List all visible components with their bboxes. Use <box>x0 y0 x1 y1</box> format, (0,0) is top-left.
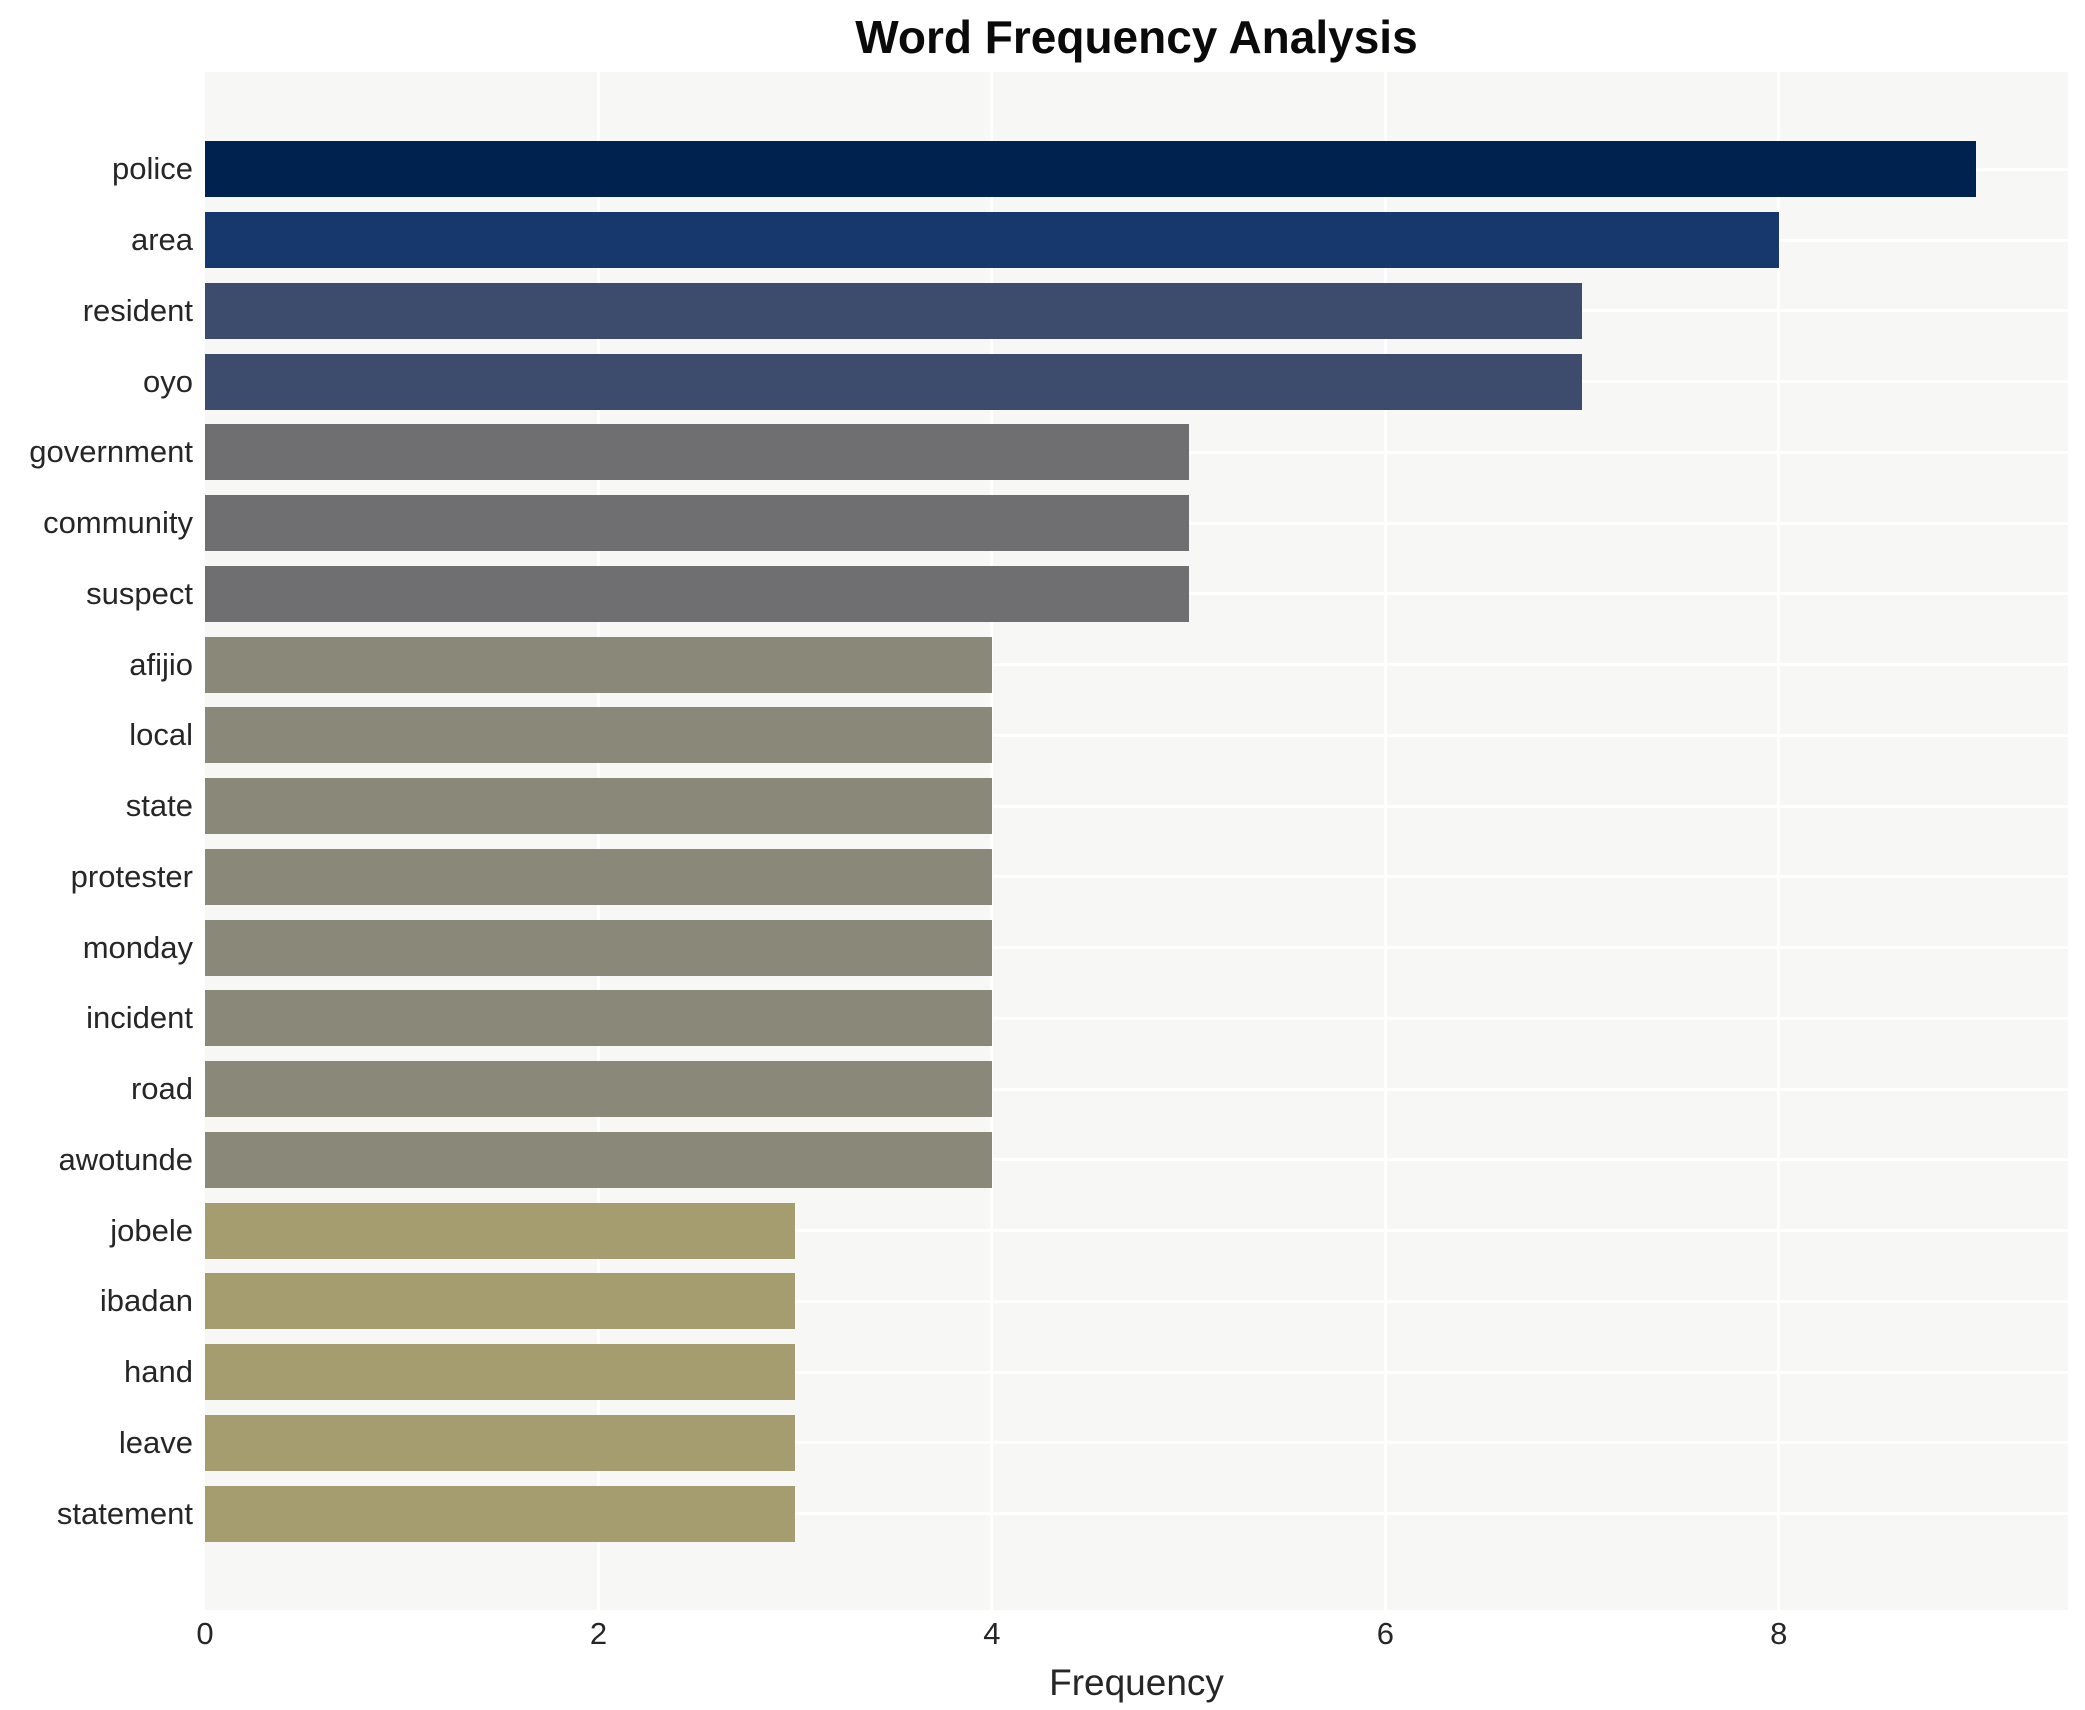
bar-row: leave <box>0 1408 2085 1479</box>
h-gridline <box>205 733 2068 737</box>
y-tick-label: awotunde <box>58 1141 193 1177</box>
bar-local <box>205 707 992 764</box>
v-gridline <box>1777 72 1781 1610</box>
bar-hand <box>205 1344 796 1401</box>
bar-row: incident <box>0 983 2085 1054</box>
y-tick-label: protester <box>70 858 193 894</box>
bar-resident <box>205 282 1583 339</box>
y-tick-label: state <box>125 788 193 824</box>
h-gridline <box>205 1441 2068 1445</box>
x-tick-label: 4 <box>983 1616 1001 1651</box>
y-tick-label: hand <box>124 1354 193 1390</box>
bar-suspect <box>205 565 1189 622</box>
bar-row: resident <box>0 276 2085 347</box>
h-gridline <box>205 1016 2068 1020</box>
bar-row: community <box>0 488 2085 559</box>
bar-row: afijio <box>0 629 2085 700</box>
bar-statement <box>205 1485 796 1542</box>
v-gridline <box>596 72 600 1610</box>
h-gridline <box>205 1229 2068 1233</box>
bar-row: police <box>0 134 2085 205</box>
y-tick-label: statement <box>56 1495 193 1531</box>
h-gridline <box>205 1512 2068 1516</box>
bar-row: oyo <box>0 346 2085 417</box>
chart-title: Word Frequency Analysis <box>855 11 1418 63</box>
bar-afijio <box>205 636 992 693</box>
y-tick-label: resident <box>82 292 193 328</box>
h-gridline <box>205 946 2068 950</box>
bar-protester <box>205 848 992 905</box>
y-tick-label: jobele <box>110 1212 193 1248</box>
bar-incident <box>205 990 992 1047</box>
bar-row: jobele <box>0 1195 2085 1266</box>
y-tick-label: area <box>130 222 193 258</box>
x-tick-label: 2 <box>589 1616 608 1651</box>
h-gridline <box>205 1087 2068 1091</box>
y-tick-label: police <box>112 151 193 187</box>
bar-row: protester <box>0 842 2085 913</box>
bar-row: monday <box>0 912 2085 983</box>
x-axis: 0 2 4 6 8 <box>0 1616 2085 1656</box>
bar-row: state <box>0 771 2085 842</box>
bar-police <box>205 141 1976 198</box>
y-tick-label: ibadan <box>99 1283 193 1319</box>
bar-ibadan <box>205 1273 796 1330</box>
bar-row: government <box>0 417 2085 488</box>
bar-row: ibadan <box>0 1266 2085 1337</box>
y-tick-label: government <box>29 434 193 470</box>
y-tick-label: monday <box>82 929 193 965</box>
bars-region: police area resident oyo government community… <box>0 134 2085 1549</box>
h-gridline <box>205 1370 2068 1374</box>
bar-row: hand <box>0 1337 2085 1408</box>
bar-awotunde <box>205 1131 992 1188</box>
bar-leave <box>205 1414 796 1471</box>
bar-road <box>205 1061 992 1118</box>
x-tick-label: 8 <box>1770 1616 1788 1651</box>
bar-state <box>205 778 992 835</box>
bar-row: area <box>0 205 2085 276</box>
bar-row: suspect <box>0 559 2085 630</box>
h-gridline <box>205 875 2068 879</box>
y-tick-label: local <box>129 717 193 753</box>
h-gridline <box>205 663 2068 667</box>
h-gridline <box>205 1299 2068 1303</box>
y-tick-label: suspect <box>86 575 193 611</box>
y-tick-label: community <box>43 505 193 541</box>
x-tick-label: 0 <box>196 1616 214 1651</box>
y-tick-label: incident <box>86 1000 193 1036</box>
bar-row: local <box>0 700 2085 771</box>
v-gridline <box>990 72 994 1610</box>
h-gridline <box>205 1158 2068 1162</box>
bar-government <box>205 424 1189 481</box>
y-tick-label: afijio <box>129 646 193 682</box>
x-axis-label: Frequency <box>1049 1662 1224 1703</box>
bar-row: statement <box>0 1478 2085 1549</box>
x-tick-label: 6 <box>1376 1616 1394 1651</box>
y-tick-label: leave <box>118 1424 193 1460</box>
y-tick-label: road <box>130 1071 193 1107</box>
bar-row: awotunde <box>0 1125 2085 1196</box>
bar-jobele <box>205 1202 796 1259</box>
v-gridline <box>1383 72 1387 1610</box>
bar-oyo <box>205 353 1583 410</box>
h-gridline <box>205 804 2068 808</box>
bar-area <box>205 212 1779 269</box>
y-tick-label: oyo <box>143 363 193 399</box>
bar-community <box>205 495 1189 552</box>
bar-row: road <box>0 1054 2085 1125</box>
bar-monday <box>205 919 992 976</box>
